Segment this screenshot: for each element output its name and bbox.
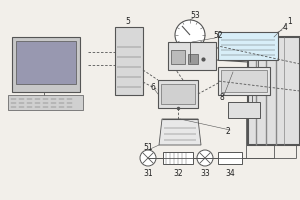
Text: 5: 5 xyxy=(126,18,130,26)
Bar xyxy=(188,54,198,64)
Bar xyxy=(8,95,83,110)
Text: 31: 31 xyxy=(143,168,153,178)
Circle shape xyxy=(197,150,213,166)
Text: 32: 32 xyxy=(173,168,183,178)
Text: 2: 2 xyxy=(226,128,230,136)
Bar xyxy=(115,27,143,95)
Bar xyxy=(158,80,198,108)
Bar xyxy=(266,35,269,41)
Polygon shape xyxy=(159,119,201,145)
Bar xyxy=(12,37,80,92)
Bar xyxy=(248,37,300,145)
Bar xyxy=(163,152,193,164)
Bar xyxy=(218,32,278,60)
Bar xyxy=(16,41,76,84)
Text: 52: 52 xyxy=(213,30,223,40)
Text: 6: 6 xyxy=(151,84,155,92)
Bar xyxy=(168,42,216,70)
Bar xyxy=(222,72,244,90)
Bar xyxy=(218,152,242,164)
Text: 4: 4 xyxy=(283,23,287,32)
Bar xyxy=(171,50,185,64)
Circle shape xyxy=(175,20,205,50)
Bar xyxy=(218,67,270,95)
Text: 8: 8 xyxy=(220,92,224,102)
Text: 34: 34 xyxy=(225,168,235,178)
Text: 33: 33 xyxy=(200,168,210,178)
Bar xyxy=(228,102,260,118)
Circle shape xyxy=(140,150,156,166)
Text: 53: 53 xyxy=(190,10,200,20)
Text: 51: 51 xyxy=(143,144,153,152)
Bar xyxy=(221,70,267,92)
Text: 1: 1 xyxy=(288,18,292,26)
Bar xyxy=(161,84,195,104)
